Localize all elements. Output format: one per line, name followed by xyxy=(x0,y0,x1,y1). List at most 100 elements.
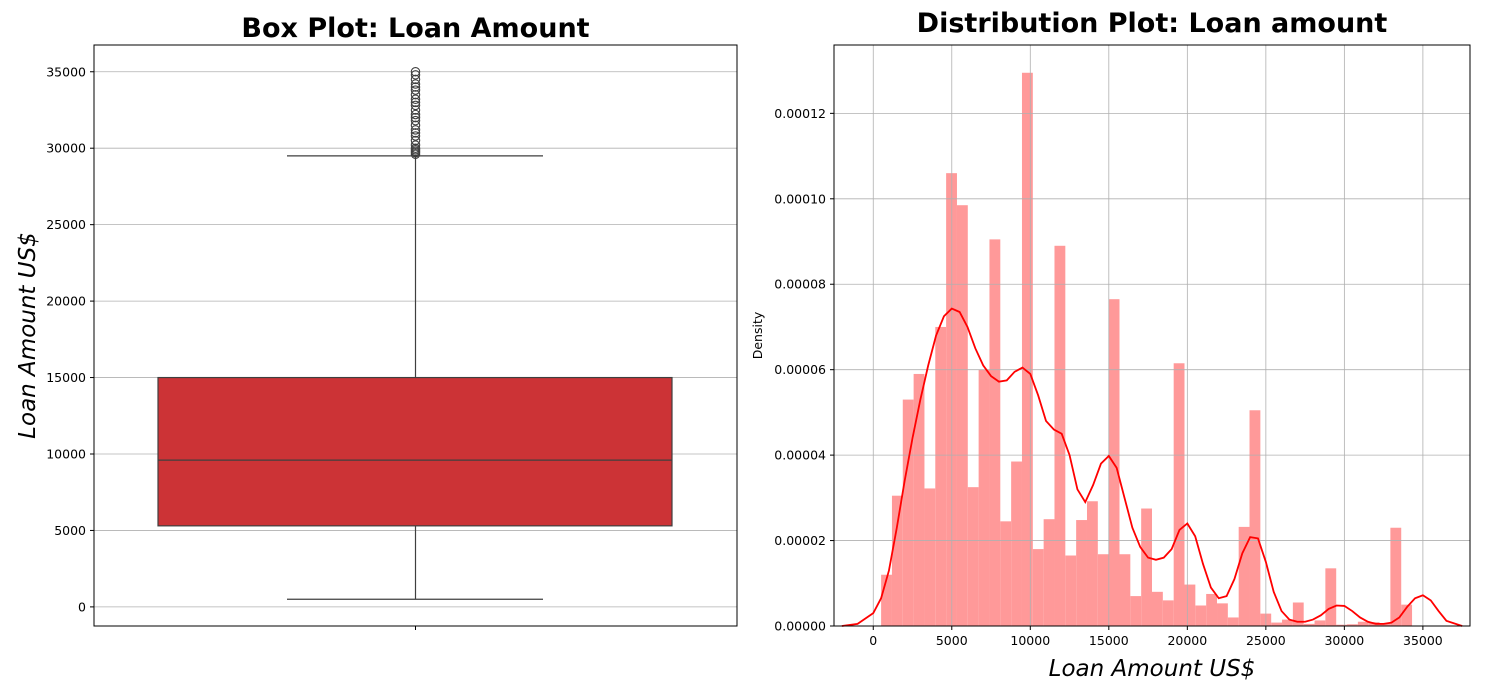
histogram-bar-48 xyxy=(1401,604,1413,626)
box-plot-y-axis-label: Loan Amount US$ xyxy=(15,232,41,439)
histogram-bar-40 xyxy=(1314,620,1326,626)
histogram-bar-28 xyxy=(1184,584,1196,626)
box-outlier-point-21 xyxy=(410,79,421,89)
histogram-bar-18 xyxy=(1076,520,1087,626)
histogram-bar-20 xyxy=(1097,554,1109,626)
box-outlier-point-7 xyxy=(410,131,421,141)
box-outlier-point-19 xyxy=(410,85,421,95)
distribution-plot-panel: 0.00000 0.00002 0.00004 0.00006 0.00008 0.000… xyxy=(750,8,1471,682)
hist-xtick-label-20000: 20000 xyxy=(1167,633,1207,648)
hist-xtick-label-30000: 30000 xyxy=(1324,633,1364,648)
histogram-bar-7 xyxy=(956,205,968,626)
box-ytick-label-5000: 5000 xyxy=(54,523,86,538)
distribution-plot-y-axis-label: Density xyxy=(750,311,765,359)
box-outlier-point-23 xyxy=(410,70,421,80)
histogram-bar-16 xyxy=(1054,245,1066,627)
box-outlier-point-5 xyxy=(410,140,421,150)
box-plot-marks xyxy=(157,67,673,600)
box-outlier-point-22 xyxy=(410,74,421,85)
box-ytick-label-25000: 25000 xyxy=(46,217,86,232)
box-ytick-label-0: 0 xyxy=(78,599,86,614)
histogram-bar-31 xyxy=(1217,603,1228,626)
hist-ytick-label-0-00002: 0.00002 xyxy=(774,533,826,548)
histogram-bar-34 xyxy=(1249,410,1261,626)
histogram-bar-12 xyxy=(1011,461,1022,626)
histogram-bar-9 xyxy=(978,369,990,626)
box-outlier-point-8 xyxy=(410,128,421,138)
box-outlier-point-17 xyxy=(410,94,421,105)
distribution-plot-frame xyxy=(833,44,1471,627)
histogram-bar-5 xyxy=(935,326,947,626)
box-plot-y-ticks: 0 5000 10000 15000 20000 25000 30000 35000 xyxy=(46,64,94,614)
hist-xtick-label-35000: 35000 xyxy=(1403,633,1443,648)
box-outlier-point-10 xyxy=(410,120,421,131)
histogram-bar-44 xyxy=(1357,621,1369,626)
histogram-bar-0 xyxy=(881,574,892,626)
histogram-bar-41 xyxy=(1325,568,1337,626)
box-outlier-point-24 xyxy=(410,67,421,77)
box-plot-title: Box Plot: Loan Amount xyxy=(241,13,589,44)
histogram-bar-43 xyxy=(1347,624,1358,626)
histogram-bar-1 xyxy=(891,495,903,626)
box-outlier-point-12 xyxy=(410,112,421,123)
histogram-bar-13 xyxy=(1021,72,1033,627)
histogram-bar-3 xyxy=(913,373,925,626)
histogram-bar-24 xyxy=(1141,508,1152,626)
hist-ytick-label-0-00010: 0.00010 xyxy=(774,191,826,206)
box-outlier-point-6 xyxy=(410,135,421,146)
histogram-bar-23 xyxy=(1130,596,1142,626)
histogram-bar-38 xyxy=(1292,602,1304,626)
hist-xtick-label-15000: 15000 xyxy=(1089,633,1129,648)
box-outlier-point-13 xyxy=(410,109,421,120)
histogram-bar-22 xyxy=(1119,554,1131,626)
histogram-bar-32 xyxy=(1227,617,1239,626)
box-ytick-label-35000: 35000 xyxy=(46,64,86,79)
histogram-bar-46 xyxy=(1379,623,1391,626)
histogram-bar-2 xyxy=(902,399,914,626)
histogram-bar-39 xyxy=(1303,623,1315,626)
hist-ytick-label-0-00004: 0.00004 xyxy=(774,448,826,463)
box-ytick-label-30000: 30000 xyxy=(46,141,86,156)
box-outlier-point-9 xyxy=(410,125,421,135)
histogram-bar-15 xyxy=(1043,519,1055,626)
histogram-bar-26 xyxy=(1162,600,1174,626)
histogram-bar-42 xyxy=(1336,624,1348,626)
box-outlier-point-14 xyxy=(410,105,421,115)
box-outlier-point-15 xyxy=(410,100,421,111)
histogram-bar-19 xyxy=(1086,501,1098,626)
distribution-plot-x-ticks: 0 5000 10000 15000 20000 25000 30000 35000 xyxy=(869,626,1443,648)
box-outlier-point-20 xyxy=(410,82,421,92)
box-outlier-point-11 xyxy=(410,115,421,126)
box-outlier-point-18 xyxy=(410,89,421,100)
hist-ytick-label-0-00006: 0.00006 xyxy=(774,362,826,377)
histogram-bar-25 xyxy=(1152,591,1163,626)
box-outlier-point-16 xyxy=(410,97,421,108)
histogram-bar-47 xyxy=(1390,527,1402,626)
hist-ytick-label-0-00000: 0.00000 xyxy=(774,619,826,634)
histogram-bar-30 xyxy=(1206,593,1218,626)
box-ytick-label-20000: 20000 xyxy=(46,294,86,309)
histogram-bar-4 xyxy=(924,488,936,626)
histogram-bar-17 xyxy=(1065,555,1077,626)
histogram-bar-10 xyxy=(989,239,1001,627)
box-ytick-label-15000: 15000 xyxy=(46,370,86,385)
hist-ytick-label-0-00012: 0.00012 xyxy=(774,106,826,121)
histogram-bar-36 xyxy=(1271,622,1283,626)
distribution-plot-title: Distribution Plot: Loan amount xyxy=(917,8,1388,39)
hist-xtick-label-5000: 5000 xyxy=(936,633,968,648)
hist-xtick-label-25000: 25000 xyxy=(1246,633,1286,648)
histogram-bar-29 xyxy=(1195,605,1207,626)
box-iqr-rect xyxy=(157,376,673,527)
histogram-bar-14 xyxy=(1032,549,1044,626)
box-plot-panel: 0 5000 10000 15000 20000 25000 30000 35000 Box … xyxy=(15,13,738,630)
box-outlier-point-4 xyxy=(410,143,421,153)
distribution-plot-y-ticks: 0.00000 0.00002 0.00004 0.00006 0.00008 0.000… xyxy=(774,106,834,634)
box-ytick-label-10000: 10000 xyxy=(46,446,86,461)
hist-xtick-label-0: 0 xyxy=(869,633,877,648)
hist-xtick-label-10000: 10000 xyxy=(1010,633,1050,648)
histogram-bar-37 xyxy=(1282,619,1293,626)
histogram-bar-27 xyxy=(1173,363,1185,626)
histogram-bars xyxy=(881,72,1413,627)
hist-ytick-label-0-00008: 0.00008 xyxy=(774,277,826,292)
histogram-bar-11 xyxy=(1000,521,1012,626)
